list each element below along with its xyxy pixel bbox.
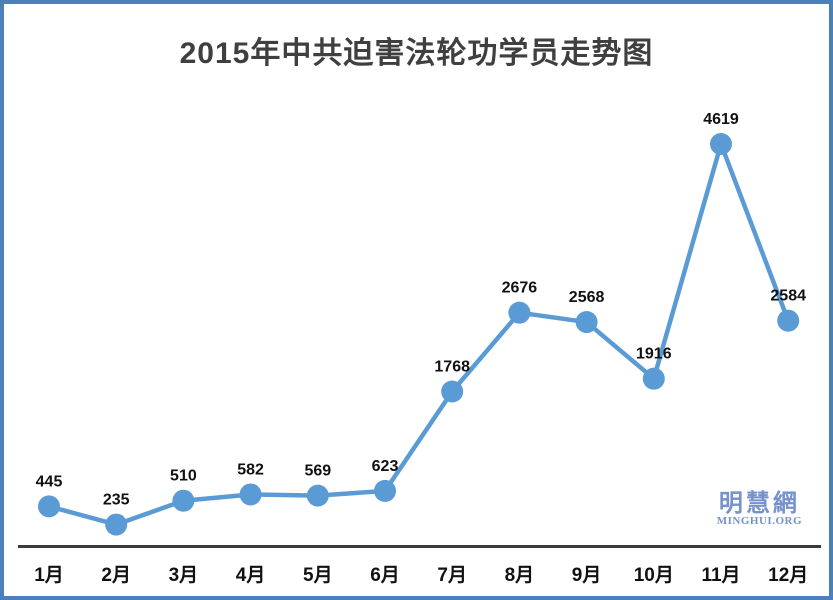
data-point-marker <box>38 495 60 518</box>
data-point-value-label: 582 <box>237 461 264 478</box>
data-point-value-label: 569 <box>304 463 331 480</box>
x-axis-tick-label: 11月 <box>701 565 740 586</box>
x-axis-tick-label: 12月 <box>768 565 808 586</box>
trend-line <box>46 141 791 527</box>
data-point-value-label: 2676 <box>502 280 538 297</box>
chart-title: 2015年中共迫害法轮功学员走势图 <box>179 37 654 70</box>
data-point-value-label: 2568 <box>569 289 605 306</box>
data-point-marker <box>508 301 531 324</box>
data-point-marker <box>441 380 464 403</box>
x-axis-tick-label: 10月 <box>634 565 674 586</box>
x-axis-tick-label: 8月 <box>505 565 535 586</box>
data-point-value-label: 623 <box>372 458 399 475</box>
x-axis-tick-label: 4月 <box>236 565 266 586</box>
data-point-value-label: 235 <box>103 492 130 509</box>
data-point-marker <box>306 484 329 507</box>
data-point-marker <box>642 367 665 390</box>
data-point-value-label: 1916 <box>636 346 672 363</box>
data-point-value-label: 4619 <box>703 111 739 128</box>
data-point-value-label: 1768 <box>434 359 470 376</box>
data-point-marker <box>777 309 800 332</box>
x-axis-tick-label: 5月 <box>303 565 333 586</box>
x-axis-tick-label: 9月 <box>572 565 602 586</box>
line-chart: 445 1月 235 2月 510 3月 582 4月 569 5月 623 6月 1768 7月 2676… <box>18 111 821 586</box>
x-axis-tick-label: 7月 <box>437 565 467 586</box>
x-axis-tick-label: 2月 <box>101 565 131 586</box>
data-point-marker <box>172 489 195 512</box>
data-point-marker <box>374 479 396 502</box>
x-axis-tick-label: 6月 <box>370 565 400 586</box>
data-point-marker <box>710 133 732 155</box>
data-point-value-label: 445 <box>36 473 63 490</box>
data-point-marker <box>239 483 262 506</box>
data-point-marker <box>105 513 128 536</box>
data-point-marker <box>575 311 598 334</box>
data-point-value-label: 510 <box>170 468 197 485</box>
data-point-value-label: 2584 <box>770 288 806 305</box>
x-axis-tick-label: 3月 <box>169 565 199 586</box>
x-axis-tick-label: 1月 <box>34 565 64 586</box>
